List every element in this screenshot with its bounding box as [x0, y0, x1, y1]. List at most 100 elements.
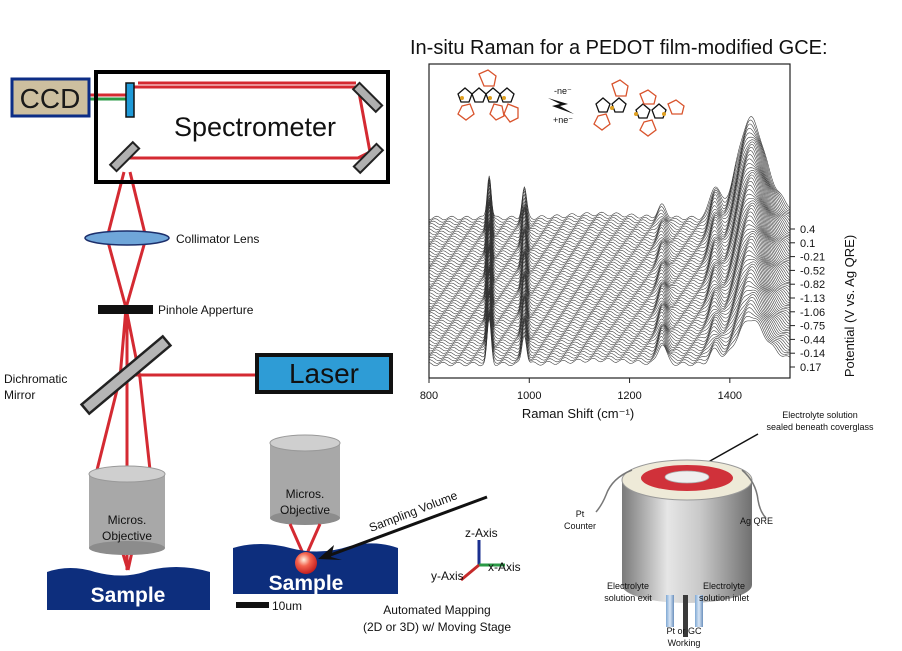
raman-setup-diagram: CCD Spectrometer Collimator Lens Pinhole… [4, 70, 393, 610]
mapping-sample-label: Sample [269, 572, 344, 595]
inlet-label-line2: solution inlet [699, 593, 750, 603]
raman-trace [428, 281, 791, 339]
cell-coverglass [664, 470, 710, 484]
x-tick-label: 1200 [617, 390, 641, 402]
raman-trace [428, 172, 791, 260]
raman-trace [428, 123, 791, 225]
raman-trace [428, 202, 791, 282]
collimator-lens-label: Collimator Lens [176, 232, 259, 246]
pedot-reaction-scheme: -ne⁻ +ne⁻ [457, 69, 685, 137]
potential-tick-label: 0.4 [800, 224, 815, 236]
exit-tube [666, 595, 674, 627]
x-axis-label: x-Axis [488, 560, 521, 574]
raman-trace [428, 170, 791, 258]
dichromatic-label-line1: Dichromatic [4, 372, 67, 386]
potential-tick-label: -0.82 [800, 279, 825, 291]
raman-trace [428, 184, 790, 270]
raman-trace [428, 235, 791, 307]
raman-trace [428, 141, 791, 238]
laser-label: Laser [289, 358, 359, 389]
x-axis-title: Raman Shift (cm⁻¹) [522, 406, 634, 421]
raman-trace [428, 294, 791, 349]
mapping-diagram: Micros. Objective Sample Sampling Volume… [233, 434, 521, 634]
potential-tick-label: -1.13 [800, 293, 825, 305]
potential-tick-label: -0.44 [800, 334, 825, 346]
raman-trace [428, 198, 791, 277]
raman-trace [428, 211, 791, 290]
working-label-line2: Working [668, 638, 701, 648]
grating-blue [125, 82, 135, 118]
dichromatic-label-line2: Mirror [4, 388, 35, 402]
mapping-objective-label-line2: Objective [280, 503, 330, 517]
raman-trace [428, 228, 791, 300]
raman-trace [428, 238, 791, 310]
raman-trace [428, 200, 791, 280]
y-axis-label: y-Axis [431, 569, 464, 583]
sampling-volume-pointer [324, 495, 488, 559]
laser-box [255, 353, 393, 394]
electrolyte-label-line1: Electrolyte solution [782, 410, 858, 420]
sample-block [47, 566, 210, 610]
scale-bar [236, 602, 269, 608]
potential-tick-label: 0.17 [800, 362, 821, 374]
pedot-reduced-structure [457, 69, 519, 123]
mapping-caption-line1: Automated Mapping [383, 603, 490, 617]
exit-label-line2: solution exit [604, 593, 652, 603]
potential-tick-label: -1.06 [800, 307, 825, 319]
raman-trace [428, 208, 791, 287]
raman-trace [428, 154, 791, 248]
sampling-volume-spot [295, 552, 317, 574]
raman-trace [428, 318, 791, 367]
z-axis-label: z-Axis [465, 526, 498, 540]
mirror-bottom-right [352, 142, 385, 175]
raman-trace [428, 181, 791, 268]
raman-traces [428, 116, 791, 367]
redox-lightning-icon [548, 98, 574, 114]
raman-trace [428, 255, 791, 320]
raman-trace [428, 128, 791, 228]
working-label-line1: Pt or GC [666, 626, 702, 636]
raman-trace [428, 136, 791, 233]
spectrometer-label: Spectrometer [174, 112, 336, 142]
figure-title: In-situ Raman for a PEDOT film-modified … [410, 37, 828, 59]
raman-trace [428, 150, 791, 245]
pinhole-aperture [98, 305, 153, 314]
raman-trace [428, 174, 791, 263]
raman-trace [428, 139, 791, 235]
raman-trace [428, 272, 791, 334]
electrochemical-cell: Electrolyte solution sealed beneath cove… [564, 410, 874, 648]
electrolyte-label-line2: sealed beneath coverglass [766, 422, 874, 432]
reduction-label: +ne⁻ [553, 115, 573, 125]
raman-trace [428, 259, 791, 322]
mapping-objective-label-line1: Micros. [286, 487, 325, 501]
x-tick-label: 1400 [718, 390, 742, 402]
raman-trace [428, 119, 791, 223]
potential-tick-label: -0.75 [800, 321, 825, 333]
raman-trace [428, 263, 791, 327]
objective-cylinder [88, 465, 166, 555]
cell-body [622, 480, 752, 603]
scale-bar-label: 10um [272, 599, 302, 613]
raman-trace [428, 285, 791, 342]
raman-trace [428, 193, 791, 275]
raman-trace [428, 116, 791, 221]
objective-label-line1: Micros. [108, 513, 147, 527]
raman-trace [428, 167, 791, 255]
ccd-box [10, 77, 91, 118]
potential-tick-label: 0.1 [800, 238, 815, 250]
raman-trace [428, 300, 791, 354]
working-electrode [683, 595, 688, 637]
raman-trace [428, 307, 791, 359]
raman-trace [428, 144, 791, 240]
counter-label-line1: Pt [576, 509, 585, 519]
raman-trace [428, 132, 791, 230]
raman-trace [428, 146, 791, 243]
potential-tick-label: -0.52 [800, 265, 825, 277]
mirror-top-right [351, 81, 384, 114]
raman-trace [428, 224, 791, 297]
inlet-label-line1: Electrolyte [703, 581, 745, 591]
potential-tick-label: -0.21 [800, 252, 825, 264]
raman-trace [428, 311, 791, 362]
mapping-sample-block [233, 543, 398, 594]
